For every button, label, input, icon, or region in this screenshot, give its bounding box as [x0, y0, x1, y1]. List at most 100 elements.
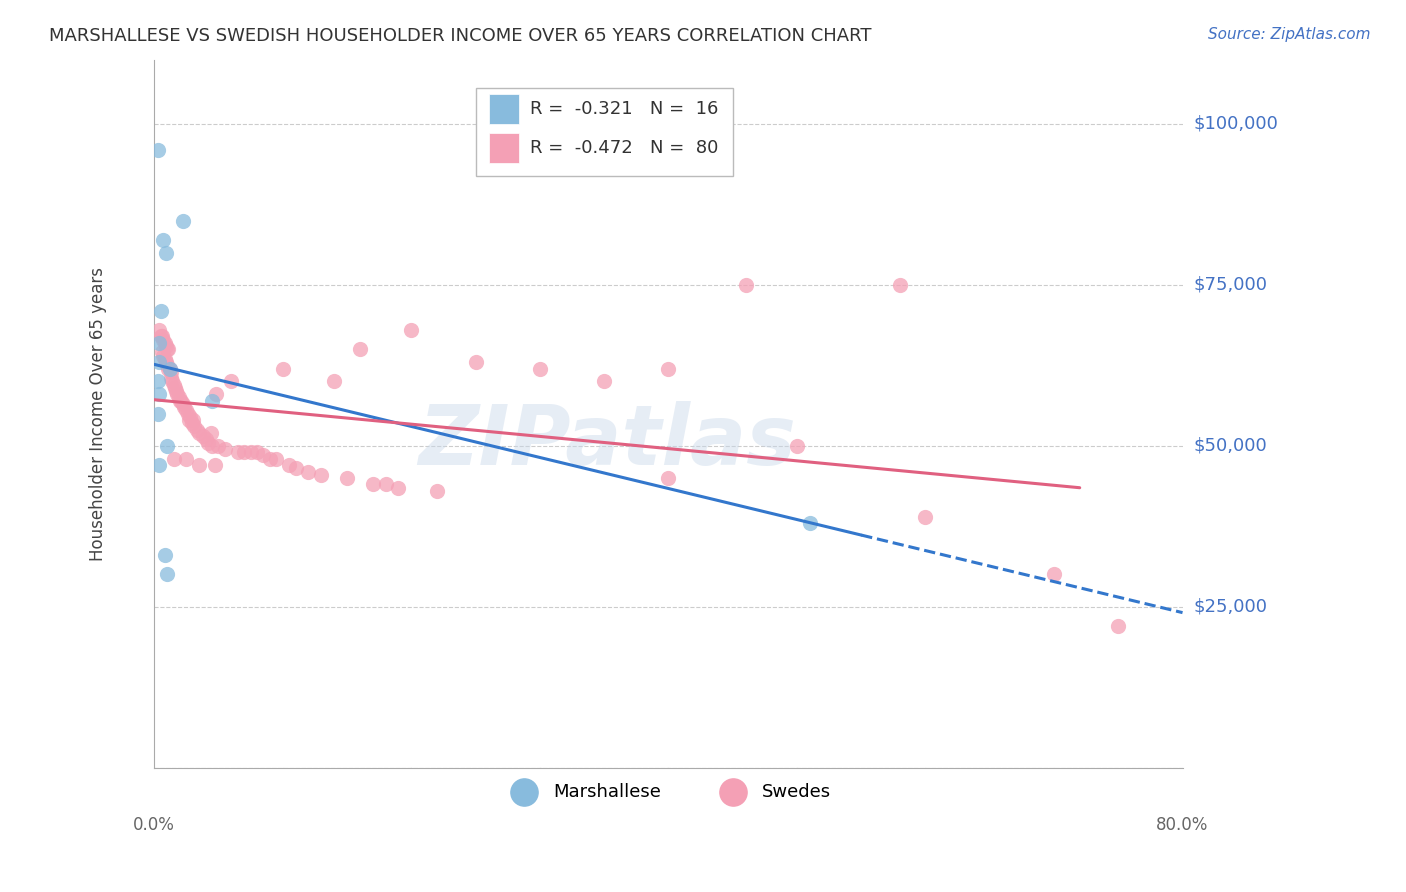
Point — [205, 387, 228, 401]
Point — [148, 323, 170, 337]
Text: R =  -0.321   N =  16: R = -0.321 N = 16 — [530, 100, 718, 118]
Point — [152, 349, 174, 363]
Point — [284, 461, 307, 475]
Point — [361, 477, 384, 491]
Point — [188, 458, 211, 472]
Point — [176, 403, 198, 417]
Point — [183, 419, 205, 434]
Point — [148, 335, 170, 350]
Point — [150, 345, 173, 359]
Point — [162, 451, 184, 466]
Point — [426, 483, 449, 498]
Point — [914, 509, 936, 524]
Point — [239, 445, 262, 459]
Point — [233, 445, 256, 459]
Point — [336, 471, 359, 485]
Point — [148, 355, 170, 369]
Point — [387, 481, 409, 495]
Point — [148, 387, 170, 401]
Point — [146, 143, 169, 157]
Point — [657, 361, 679, 376]
Text: R =  -0.472   N =  80: R = -0.472 N = 80 — [530, 139, 718, 157]
Point — [156, 567, 179, 582]
Point — [152, 233, 174, 247]
Point — [180, 416, 202, 430]
Point — [657, 471, 679, 485]
Point — [156, 343, 179, 357]
Point — [159, 361, 181, 376]
Point — [401, 323, 423, 337]
Point — [226, 445, 249, 459]
Point — [150, 329, 173, 343]
Point — [157, 343, 180, 357]
Point — [529, 361, 551, 376]
FancyBboxPatch shape — [489, 133, 519, 163]
Point — [197, 435, 219, 450]
Point — [176, 451, 198, 466]
Point — [214, 442, 236, 456]
Text: 0.0%: 0.0% — [134, 816, 176, 834]
Point — [181, 413, 204, 427]
Point — [163, 381, 186, 395]
Point — [252, 449, 274, 463]
Point — [179, 409, 201, 424]
Point — [311, 467, 333, 482]
Point — [160, 365, 183, 379]
Point — [165, 384, 187, 398]
Point — [146, 375, 169, 389]
Point — [146, 407, 169, 421]
Point — [172, 397, 194, 411]
Point — [156, 439, 179, 453]
FancyBboxPatch shape — [477, 88, 733, 177]
Point — [191, 429, 214, 443]
Legend: Marshallese, Swedes: Marshallese, Swedes — [499, 776, 838, 808]
Point — [156, 359, 179, 373]
Point — [323, 375, 346, 389]
Point — [166, 387, 188, 401]
Point — [160, 371, 183, 385]
Point — [889, 277, 911, 292]
Text: MARSHALLESE VS SWEDISH HOUSEHOLDER INCOME OVER 65 YEARS CORRELATION CHART: MARSHALLESE VS SWEDISH HOUSEHOLDER INCOM… — [49, 27, 872, 45]
Point — [153, 335, 176, 350]
Text: $100,000: $100,000 — [1194, 115, 1278, 133]
Text: $25,000: $25,000 — [1194, 598, 1268, 615]
Point — [149, 303, 172, 318]
Point — [204, 458, 226, 472]
Point — [188, 425, 211, 440]
Point — [207, 439, 229, 453]
Point — [157, 361, 180, 376]
Point — [173, 400, 195, 414]
Point — [201, 393, 224, 408]
Text: $75,000: $75,000 — [1194, 276, 1268, 293]
Point — [786, 439, 808, 453]
FancyBboxPatch shape — [489, 95, 519, 124]
Point — [349, 343, 371, 357]
Point — [374, 477, 396, 491]
Point — [155, 339, 177, 353]
Point — [266, 451, 288, 466]
Point — [149, 329, 172, 343]
Point — [464, 355, 486, 369]
Point — [169, 393, 191, 408]
Text: 80.0%: 80.0% — [1156, 816, 1209, 834]
Point — [176, 407, 198, 421]
Point — [194, 433, 217, 447]
Point — [155, 245, 177, 260]
Point — [593, 375, 616, 389]
Point — [170, 393, 193, 408]
Point — [172, 213, 194, 227]
Text: $50,000: $50,000 — [1194, 437, 1267, 455]
Point — [246, 445, 269, 459]
Point — [278, 458, 301, 472]
Point — [160, 375, 183, 389]
Point — [152, 333, 174, 347]
Point — [148, 458, 170, 472]
Text: Householder Income Over 65 years: Householder Income Over 65 years — [89, 267, 107, 560]
Point — [271, 361, 294, 376]
Point — [153, 548, 176, 562]
Point — [153, 351, 176, 366]
Point — [167, 391, 190, 405]
Point — [799, 516, 821, 530]
Point — [186, 423, 208, 437]
Point — [259, 451, 281, 466]
